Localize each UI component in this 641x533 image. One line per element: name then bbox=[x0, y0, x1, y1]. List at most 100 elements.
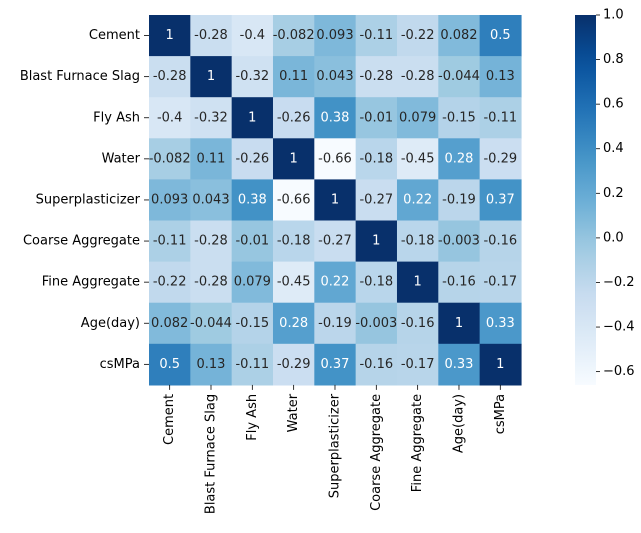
heatmap-cell bbox=[396, 302, 439, 345]
cell-value-label: 1 bbox=[207, 69, 215, 84]
colorbar-tick-label: 1.0 bbox=[603, 8, 624, 23]
cell-value-label: -0.082 bbox=[273, 28, 315, 43]
heatmap-cell bbox=[149, 97, 191, 139]
heatmap-cell bbox=[438, 97, 481, 139]
heatmap-cell bbox=[231, 220, 274, 263]
x-tick-label: Fly Ash bbox=[245, 394, 260, 441]
cell-value-label: -0.15 bbox=[235, 316, 269, 331]
cell-value-label: 0.5 bbox=[159, 357, 180, 372]
cell-value-label: -0.16 bbox=[483, 234, 517, 249]
y-tick-label: Fly Ash bbox=[93, 110, 140, 125]
heatmap-cell bbox=[231, 179, 274, 222]
heatmap-cell bbox=[231, 261, 274, 304]
cell-value-label: 0.13 bbox=[486, 69, 515, 84]
cell-value-label: -0.28 bbox=[194, 234, 228, 249]
y-tick-label: Fine Aggregate bbox=[42, 275, 140, 290]
x-tick-label: Age(day) bbox=[451, 394, 466, 453]
cell-value-label: 0.28 bbox=[445, 151, 474, 166]
heatmap-cell bbox=[272, 220, 315, 263]
heatmap-cell bbox=[149, 220, 191, 263]
cell-value-label: 0.093 bbox=[151, 192, 188, 207]
heatmap-cell bbox=[479, 138, 522, 180]
heatmap-cell bbox=[231, 97, 274, 139]
cell-value-label: -0.27 bbox=[359, 192, 393, 207]
cell-value-label: 0.082 bbox=[440, 28, 477, 43]
y-tick-label: Blast Furnace Slag bbox=[20, 69, 140, 84]
colorbar-tick-label: −0.4 bbox=[603, 320, 635, 335]
colorbar-tick-label: −0.2 bbox=[603, 275, 635, 290]
cell-value-label: 0.11 bbox=[279, 69, 308, 84]
heatmap-cell bbox=[231, 15, 274, 57]
cell-value-label: -0.11 bbox=[235, 357, 269, 372]
cell-value-label: -0.29 bbox=[277, 357, 311, 372]
cell-value-label: -0.18 bbox=[359, 275, 393, 290]
heatmap-cell bbox=[149, 302, 191, 345]
cell-value-label: -0.22 bbox=[401, 28, 435, 43]
cell-value-label: -0.32 bbox=[194, 110, 228, 125]
cell-value-label: -0.11 bbox=[153, 234, 187, 249]
cell-value-label: 1 bbox=[496, 357, 504, 372]
cell-value-label: -0.28 bbox=[194, 28, 228, 43]
cell-value-label: -0.28 bbox=[401, 69, 435, 84]
heatmap-cell bbox=[314, 97, 357, 139]
cell-value-label: -0.044 bbox=[190, 316, 232, 331]
cell-value-label: -0.16 bbox=[401, 316, 435, 331]
heatmap-cell bbox=[190, 220, 233, 263]
cell-value-label: 1 bbox=[248, 110, 256, 125]
x-tick-label: Superplasticizer bbox=[327, 393, 342, 498]
cell-value-label: 0.13 bbox=[197, 357, 226, 372]
heatmap-cell bbox=[314, 343, 357, 386]
cell-value-label: -0.003 bbox=[355, 316, 397, 331]
cell-value-label: -0.18 bbox=[401, 234, 435, 249]
heatmap-cell bbox=[231, 138, 274, 180]
y-axis: Cement Blast Furnace Slag Fly Ash Water Supe… bbox=[20, 28, 149, 372]
heatmap-cell bbox=[272, 15, 315, 57]
cell-value-label: -0.22 bbox=[153, 275, 187, 290]
cell-value-label: -0.26 bbox=[277, 110, 311, 125]
heatmap-cell bbox=[355, 138, 398, 180]
heatmap-cell bbox=[314, 302, 357, 345]
cell-value-label: -0.17 bbox=[483, 275, 517, 290]
heatmap-cell bbox=[438, 302, 481, 345]
cell-value-label: 0.11 bbox=[197, 151, 226, 166]
heatmap-cell bbox=[149, 343, 191, 386]
colorbar: −0.6 −0.4 −0.2 0.0 0.2 0.4 0.6 0.8 1.0 bbox=[575, 8, 635, 385]
cell-value-label: 0.22 bbox=[321, 275, 350, 290]
heatmap-cell bbox=[438, 56, 481, 98]
heatmap-cell bbox=[438, 15, 481, 57]
cell-value-label: 1 bbox=[331, 192, 339, 207]
cell-value-label: -0.01 bbox=[359, 110, 393, 125]
heatmap-cell bbox=[272, 97, 315, 139]
y-tick-label: Coarse Aggregate bbox=[23, 234, 140, 249]
cell-value-label: -0.28 bbox=[153, 69, 187, 84]
heatmap-cell bbox=[149, 15, 191, 57]
cell-value-label: -0.28 bbox=[359, 69, 393, 84]
heatmap-cell bbox=[396, 343, 439, 386]
cell-value-label: 0.37 bbox=[486, 192, 515, 207]
cell-value-label: -0.15 bbox=[442, 110, 476, 125]
heatmap-cell bbox=[396, 138, 439, 180]
heatmap-cell bbox=[231, 343, 274, 386]
y-tick-label: Water bbox=[102, 151, 141, 166]
cell-value-label: 0.043 bbox=[192, 192, 229, 207]
heatmap-cell bbox=[479, 302, 522, 345]
cell-value-label: -0.32 bbox=[235, 69, 269, 84]
cell-value-label: 0.33 bbox=[445, 357, 474, 372]
cell-value-label: -0.45 bbox=[401, 151, 435, 166]
heatmap-cell bbox=[272, 56, 315, 98]
colorbar-tick-label: −0.6 bbox=[603, 364, 635, 379]
heatmap-cell bbox=[149, 138, 191, 180]
y-tick-label: Superplasticizer bbox=[36, 192, 141, 207]
x-tick-label: Fine Aggregate bbox=[410, 394, 425, 492]
heatmap-cell bbox=[479, 97, 522, 139]
y-tick-label: Cement bbox=[89, 28, 140, 43]
x-tick-label: Cement bbox=[162, 394, 177, 445]
heatmap-cell bbox=[231, 56, 274, 98]
y-tick-label: csMPa bbox=[100, 357, 140, 372]
cell-value-label: -0.18 bbox=[359, 151, 393, 166]
cell-value-label: 0.22 bbox=[403, 192, 432, 207]
heatmap-cell bbox=[479, 15, 522, 57]
heatmap-cell bbox=[355, 343, 398, 386]
colorbar-gradient bbox=[575, 15, 596, 385]
